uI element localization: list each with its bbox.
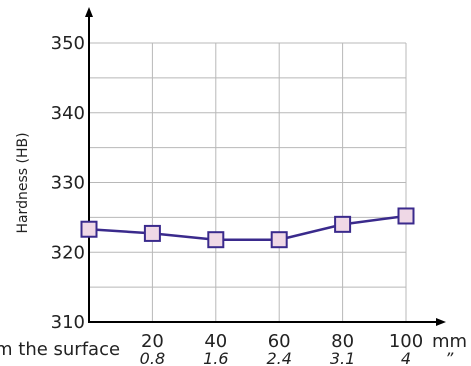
x-axis-label: m the surface (0, 339, 120, 360)
y-tick-label: 310 (51, 312, 85, 333)
x-sub-tick-label: 2.4 (266, 349, 291, 366)
x-tick-label: 20 (141, 331, 164, 352)
x-unit-label: mm (432, 331, 467, 352)
x-sub-unit-label: ” (445, 349, 454, 366)
data-point (397, 207, 415, 225)
y-tick-label: 320 (51, 242, 85, 263)
axes (85, 7, 446, 326)
data-series (80, 207, 415, 249)
data-point (334, 215, 352, 233)
y-tick-label: 340 (51, 103, 85, 124)
x-tick-label: 80 (331, 331, 354, 352)
y-tick-label: 350 (51, 33, 85, 54)
y-axis-label: Hardness (HB) (15, 132, 31, 233)
x-sub-tick-label: 0.8 (140, 349, 165, 366)
series-line (88, 214, 407, 241)
x-tick-label: 60 (268, 331, 291, 352)
data-point (143, 224, 161, 242)
x-sub-tick-label: 4 (401, 349, 411, 366)
data-point (270, 231, 288, 249)
grid-lines (89, 42, 407, 322)
x-tick-label: 40 (204, 331, 227, 352)
data-point (80, 220, 98, 238)
x-sub-tick-label: 3.1 (330, 349, 355, 366)
y-tick-label: 330 (51, 173, 85, 194)
x-tick-label: 100 (389, 331, 423, 352)
data-point (207, 231, 225, 249)
x-sub-tick-label: 1.6 (203, 349, 228, 366)
